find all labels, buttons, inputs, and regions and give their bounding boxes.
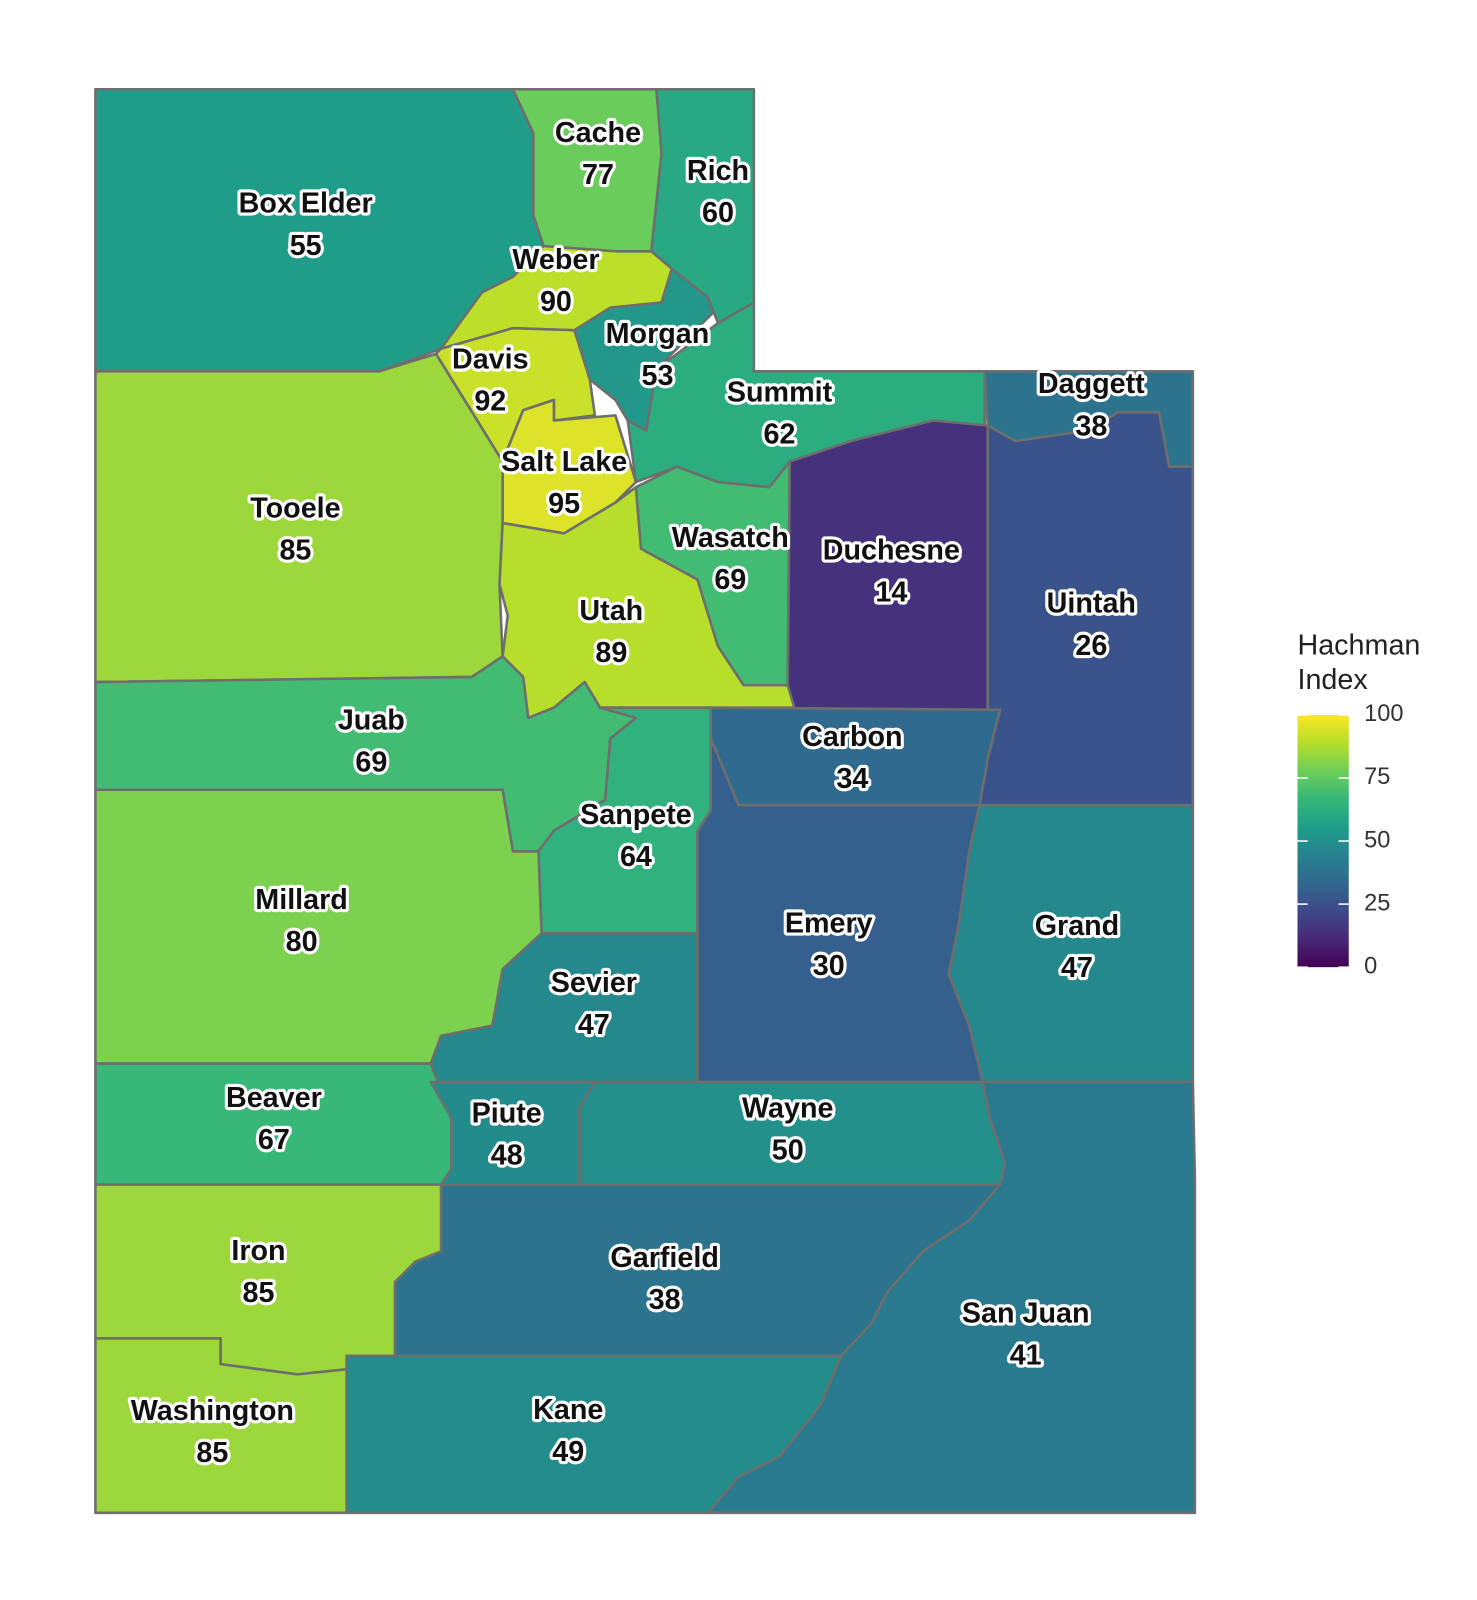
county-name: Iron — [231, 1235, 285, 1267]
county — [94, 1337, 348, 1515]
county-name: Sanpete — [580, 799, 692, 831]
county-value: 34 — [836, 763, 868, 795]
county-name: Wayne — [742, 1092, 833, 1124]
county-value: 53 — [642, 360, 674, 392]
county-name: Millard — [255, 884, 348, 916]
county-value: 85 — [196, 1437, 228, 1469]
county-value: 55 — [290, 230, 322, 262]
county-value: 14 — [875, 576, 907, 608]
legend-title-box: Hachman Index — [1297, 628, 1421, 696]
county-name: Rich — [687, 155, 749, 187]
county-name: Duchesne — [823, 534, 960, 566]
county — [947, 803, 1195, 1084]
county-name: Morgan — [606, 318, 710, 350]
county-name: Emery — [785, 908, 873, 940]
county-name: Beaver — [226, 1082, 322, 1114]
county-value: 60 — [702, 197, 734, 229]
legend-title: Hachman Index — [1297, 628, 1421, 696]
county-value: 49 — [552, 1436, 584, 1468]
county-name: Weber — [512, 244, 599, 276]
county-value: 85 — [279, 534, 311, 566]
county — [573, 267, 715, 433]
county-name: Carbon — [802, 721, 902, 753]
county-value: 80 — [286, 926, 318, 958]
county-name: Salt Lake — [501, 446, 627, 478]
county-value: 26 — [1075, 630, 1107, 662]
legend: 0 25 50 75 100 — [1297, 700, 1403, 978]
county-value: 41 — [1010, 1340, 1042, 1372]
county-value: 47 — [578, 1009, 610, 1041]
colorbar-tick-label: 75 — [1364, 763, 1390, 789]
county-name: Sevier — [551, 967, 637, 999]
county-name: Kane — [533, 1394, 603, 1426]
county-value: 30 — [813, 950, 845, 982]
county-name: Garfield — [610, 1242, 718, 1274]
county-name: Davis — [452, 344, 529, 376]
county-name: Cache — [555, 117, 641, 149]
colorbar-tick-label: 25 — [1364, 889, 1390, 915]
county-value: 92 — [474, 386, 506, 418]
county-value: 64 — [620, 841, 652, 873]
colorbar-tick-label: 50 — [1364, 826, 1390, 852]
county — [94, 788, 543, 1065]
county-value: 90 — [540, 286, 572, 318]
county-value: 47 — [1061, 952, 1093, 984]
county-name: Summit — [727, 376, 833, 408]
county-name: Daggett — [1038, 368, 1145, 400]
county-value: 62 — [764, 418, 796, 450]
county-name: Tooele — [250, 492, 340, 524]
county-name: Utah — [579, 595, 643, 627]
colorbar-tick-label: 0 — [1364, 952, 1377, 978]
county-value: 69 — [714, 564, 746, 596]
county-value: 69 — [355, 747, 387, 779]
county-name: Grand — [1035, 910, 1120, 942]
county-name: Piute — [472, 1097, 542, 1129]
county-name: Uintah — [1047, 588, 1136, 620]
county-name: Box Elder — [239, 188, 373, 220]
county-value: 85 — [243, 1277, 275, 1309]
county-value: 38 — [1075, 410, 1107, 442]
county-name: Wasatch — [672, 522, 789, 554]
county-name: San Juan — [962, 1297, 1090, 1329]
county-name: Washington — [131, 1395, 294, 1427]
county-value: 89 — [595, 637, 627, 669]
county — [345, 1354, 843, 1515]
county-value: 67 — [258, 1124, 290, 1156]
county-value: 95 — [548, 488, 580, 520]
colorbar-tick-label: 100 — [1364, 700, 1403, 726]
county-value: 50 — [772, 1134, 804, 1166]
county-value: 48 — [491, 1140, 523, 1172]
counties — [94, 87, 1197, 1515]
labels: Box Elder 55 Cache 77 Rich 60 Weber 90 Morgan 53 D… — [128, 114, 1149, 1472]
county-value: 77 — [582, 159, 614, 191]
county-value: 38 — [649, 1284, 681, 1316]
county-name: Juab — [338, 705, 405, 737]
